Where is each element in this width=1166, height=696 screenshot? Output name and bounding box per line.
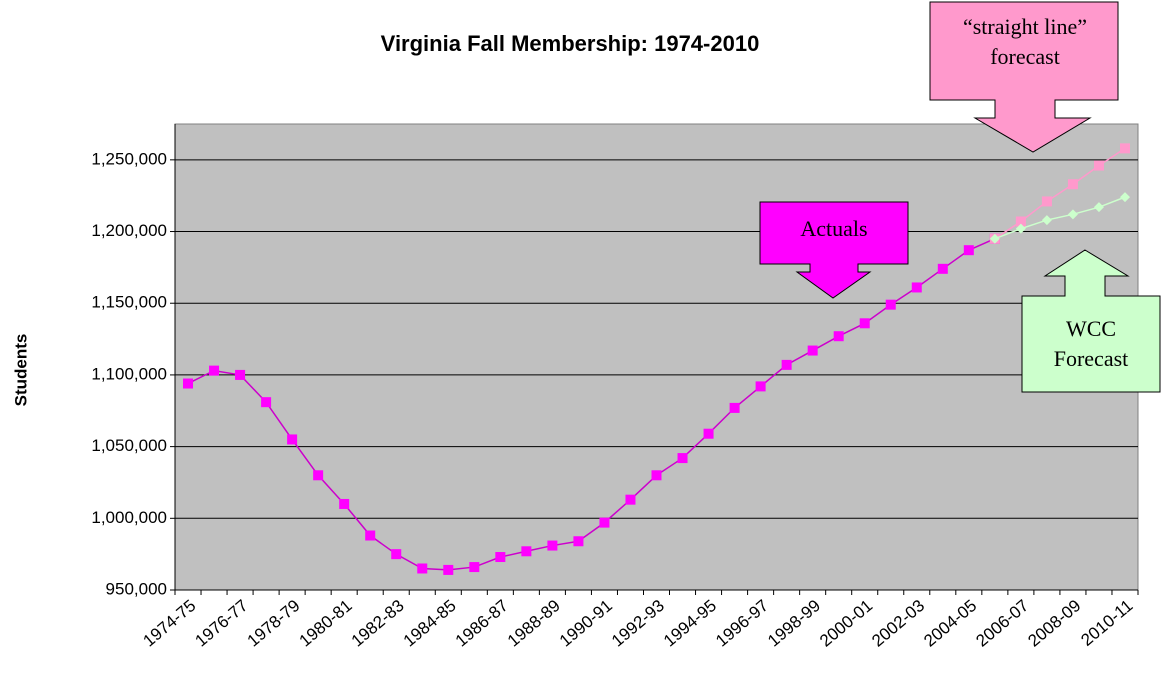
marker (1119, 143, 1130, 154)
marker (1093, 202, 1104, 213)
marker (417, 563, 428, 574)
marker (1067, 209, 1078, 220)
y-tick-label: 950,000 (106, 579, 167, 598)
marker (313, 470, 324, 481)
y-tick-label: 1,150,000 (91, 293, 167, 312)
callout-shape (1021, 249, 1161, 393)
marker (1067, 179, 1078, 190)
marker (677, 453, 688, 464)
marker (495, 552, 506, 563)
callout-shape (759, 201, 909, 299)
x-tick-label: 1982-83 (348, 596, 408, 651)
x-tick-label: 1986-87 (452, 596, 512, 651)
marker (443, 564, 454, 575)
x-tick-label: 2002-03 (868, 596, 928, 651)
marker (287, 434, 298, 445)
y-tick-label: 1,000,000 (91, 508, 167, 527)
marker (1119, 192, 1130, 203)
marker (989, 233, 1000, 244)
marker (703, 428, 714, 439)
x-tick-label: 1996-97 (712, 596, 772, 651)
x-tick-label: 1984-85 (400, 596, 460, 651)
marker (209, 365, 220, 376)
marker (339, 498, 350, 509)
callout-text: WCC Forecast (1053, 316, 1129, 371)
marker (833, 331, 844, 342)
marker (365, 530, 376, 541)
marker (625, 494, 636, 505)
x-tick-label: 1988-89 (504, 596, 564, 651)
marker (755, 381, 766, 392)
marker (521, 546, 532, 557)
marker (599, 517, 610, 528)
marker (547, 540, 558, 551)
marker (1015, 216, 1026, 227)
x-tick-label: 2006-07 (972, 596, 1032, 651)
x-tick-label: 1990-91 (556, 596, 616, 651)
marker (1041, 215, 1052, 226)
x-tick-label: 1974-75 (139, 596, 199, 651)
series-line (994, 196, 1126, 240)
marker (573, 536, 584, 547)
callout-text: Actuals (800, 216, 868, 241)
y-tick-label: 1,200,000 (91, 221, 167, 240)
x-tick-label: 2000-01 (816, 596, 876, 651)
x-tick-label: 2010-11 (1077, 596, 1136, 650)
plot-area (174, 123, 1139, 591)
marker (183, 378, 194, 389)
marker (469, 562, 480, 573)
marker (261, 397, 272, 408)
x-tick-label: 2008-09 (1024, 596, 1084, 651)
x-tick-label: 1976-77 (192, 596, 252, 651)
marker (729, 402, 740, 413)
marker (1041, 196, 1052, 207)
marker (859, 318, 870, 329)
callout-text: “straight line” forecast (962, 14, 1087, 69)
marker (391, 549, 402, 560)
marker (963, 245, 974, 256)
marker (235, 369, 246, 380)
x-tick-label: 1980-81 (296, 596, 356, 651)
chart-title: Virginia Fall Membership: 1974-2010 (381, 31, 760, 56)
marker (911, 282, 922, 293)
x-tick-label: 1992-93 (608, 596, 668, 651)
y-tick-label: 1,250,000 (91, 149, 167, 168)
marker (807, 345, 818, 356)
marker (651, 470, 662, 481)
marker (781, 359, 792, 370)
marker (937, 263, 948, 274)
y-axis-label: Students (11, 334, 30, 407)
x-tick-label: 2004-05 (920, 596, 980, 651)
marker (885, 299, 896, 310)
x-tick-label: 1978-79 (244, 596, 304, 651)
callout-shape (929, 1, 1119, 153)
marker (1015, 223, 1026, 234)
x-tick-label: 1994-95 (660, 596, 720, 651)
x-tick-label: 1998-99 (764, 596, 824, 651)
y-tick-label: 1,100,000 (91, 364, 167, 383)
marker (1093, 160, 1104, 171)
y-tick-label: 1,050,000 (91, 436, 167, 455)
